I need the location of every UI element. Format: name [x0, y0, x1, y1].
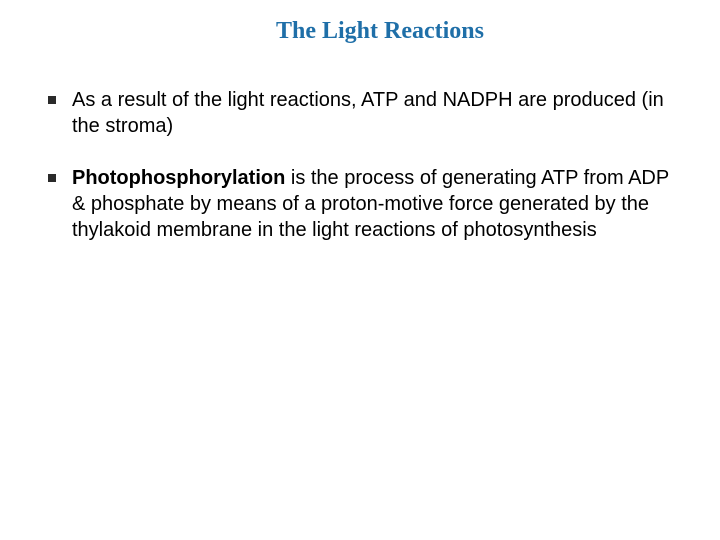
bullet-text: As a result of the light reactions, ATP … — [72, 87, 680, 139]
text-part-bold: Photophosphorylation — [72, 167, 285, 189]
slide-container: The Light Reactions As a result of the l… — [0, 0, 720, 540]
list-item: As a result of the light reactions, ATP … — [48, 87, 680, 139]
text-part: As a result of the light reactions, ATP … — [72, 89, 664, 137]
square-bullet-icon — [48, 96, 56, 104]
slide-title: The Light Reactions — [80, 18, 680, 45]
bullet-text: Photophosphorylation is the process of g… — [72, 165, 680, 243]
bullet-list: As a result of the light reactions, ATP … — [40, 87, 680, 243]
square-bullet-icon — [48, 174, 56, 182]
list-item: Photophosphorylation is the process of g… — [48, 165, 680, 243]
